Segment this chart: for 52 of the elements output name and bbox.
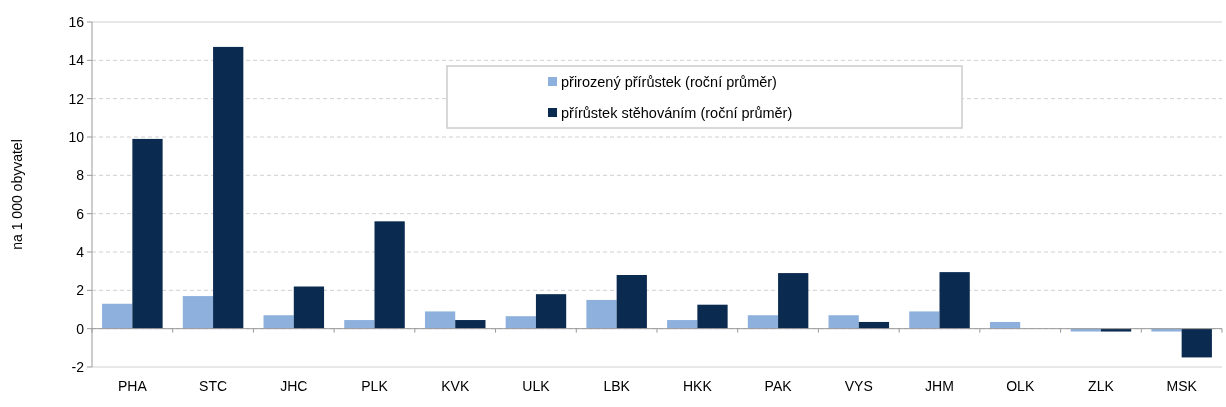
bar (778, 273, 809, 329)
x-tick-label: JHC (280, 378, 308, 394)
x-tick-label: PAK (764, 378, 793, 394)
y-tick-label: 0 (76, 320, 85, 337)
bar (828, 315, 859, 329)
y-tick-label: -2 (71, 358, 85, 375)
y-tick-label: 14 (68, 52, 85, 69)
bar (424, 311, 456, 329)
x-tick-label: LBK (603, 378, 631, 394)
x-tick-label: MSK (1166, 378, 1198, 394)
bar (667, 320, 698, 329)
x-tick-label: JHM (925, 378, 954, 394)
bar (132, 138, 163, 329)
x-tick-label: HKK (682, 378, 713, 394)
y-axis-title: na 1 000 obyvatel (9, 139, 25, 250)
y-tick-label: 4 (76, 243, 85, 260)
bar (263, 315, 294, 329)
y-tick-label: 6 (76, 205, 85, 222)
bar (747, 315, 779, 329)
y-tick-label: 2 (76, 282, 85, 299)
x-tick-label: VYS (844, 378, 873, 394)
bar (1181, 328, 1212, 358)
bar (535, 294, 567, 329)
bar (1100, 328, 1132, 332)
x-tick-label: KVK (441, 378, 470, 394)
y-tick-label: 8 (76, 167, 85, 184)
y-tick-label: 16 (68, 13, 85, 30)
bar (697, 304, 728, 329)
bar (505, 316, 536, 329)
legend-label: přírůstek stěhováním (roční průměr) (561, 105, 793, 122)
y-tick-label: 12 (68, 90, 85, 107)
bar (909, 311, 940, 329)
bar (616, 275, 647, 329)
bar (939, 272, 970, 329)
x-tick-label: OLK (1006, 378, 1035, 394)
legend-label: přirozený přírůstek (roční průměr) (561, 74, 777, 91)
x-tick-label: STC (199, 378, 228, 394)
y-tick-label: 10 (68, 128, 85, 145)
bar (586, 299, 617, 329)
bar (1151, 328, 1182, 332)
x-tick-label: ULK (522, 378, 551, 394)
bar (182, 296, 214, 329)
bar (374, 221, 405, 329)
bar (293, 286, 325, 329)
x-tick-label: PHA (117, 378, 148, 394)
x-tick-label: ZLK (1088, 378, 1115, 394)
bar (455, 320, 486, 329)
bar (213, 46, 244, 329)
x-tick-label: PLK (361, 378, 389, 394)
bar (102, 303, 133, 329)
bar (1070, 328, 1101, 332)
bar (344, 320, 375, 329)
